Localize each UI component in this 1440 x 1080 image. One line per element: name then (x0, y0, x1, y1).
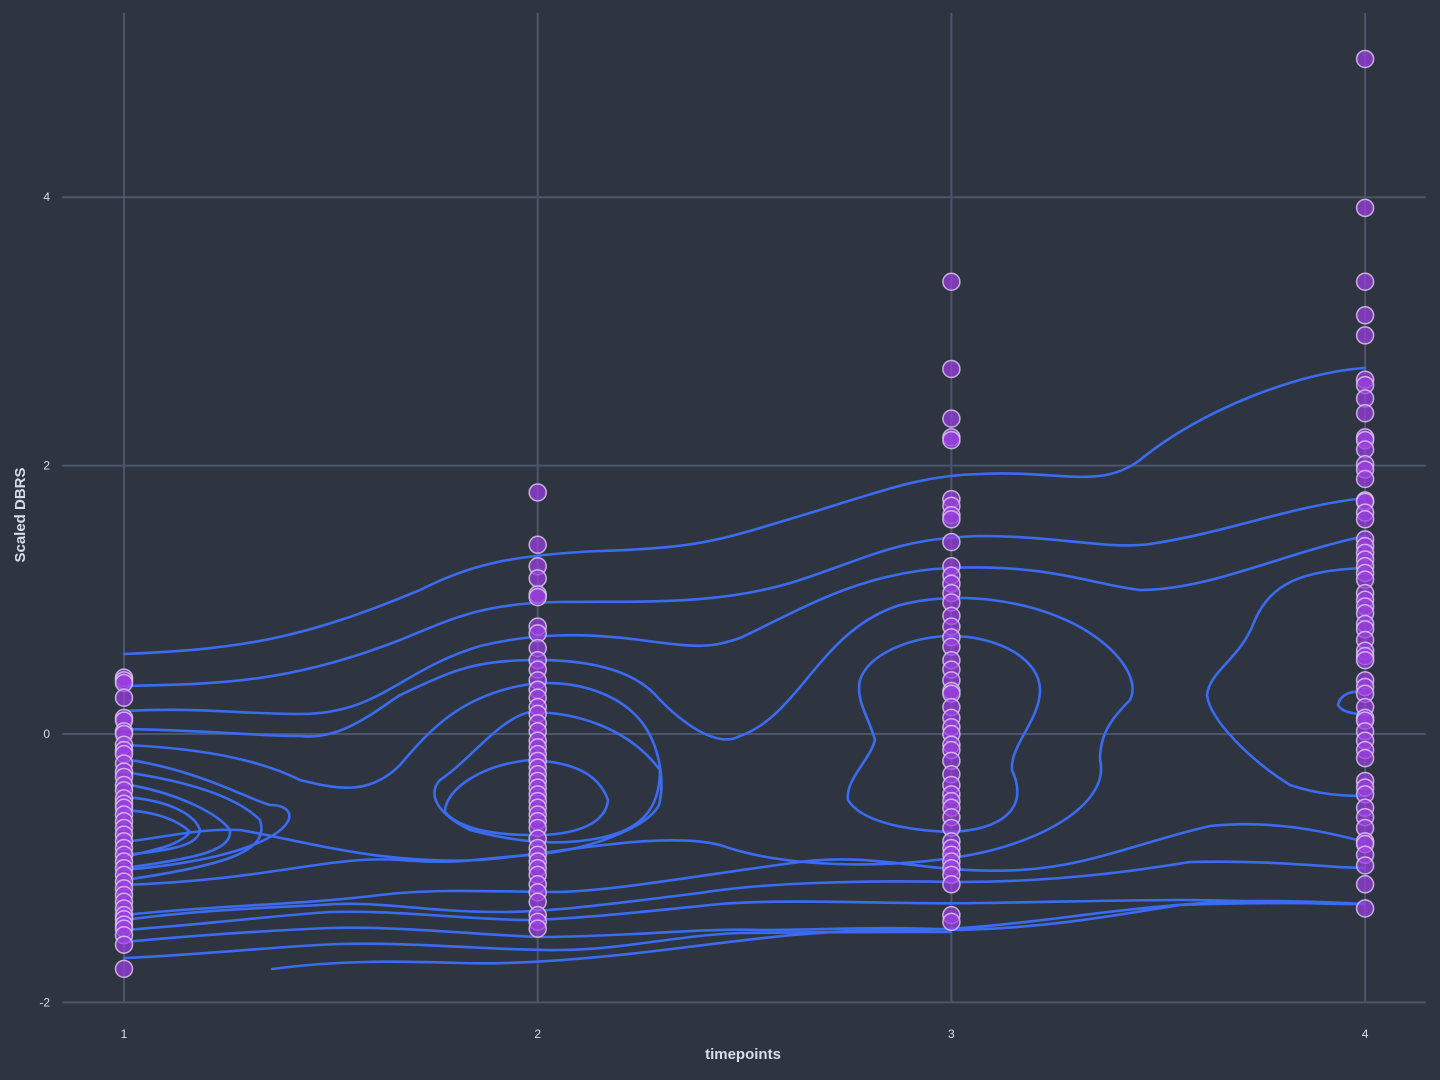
y-axis-ticks: -2 0 2 4 (39, 190, 50, 1009)
point-t4-56 (1355, 875, 1375, 894)
point-t3-44 (942, 875, 961, 894)
density-contour-17 (122, 860, 1367, 922)
density-contour-11 (433, 710, 662, 844)
density-contour-6 (122, 757, 291, 872)
density-contour-3 (122, 534, 1367, 716)
point-t4-14 (1355, 469, 1375, 489)
point-t4-57 (1355, 899, 1375, 918)
x-tick-label-1: 1 (121, 1027, 128, 1041)
y-tick-label-2: 2 (43, 459, 50, 473)
point-t2-3 (528, 569, 547, 588)
density-contour-9 (122, 795, 202, 857)
density-contour-12 (443, 758, 610, 837)
point-t3-8 (942, 510, 961, 529)
point-t3-4 (942, 430, 961, 450)
point-t4-4 (1355, 326, 1375, 345)
point-t4-2 (1355, 272, 1375, 291)
grid (62, 13, 1426, 1004)
y-tick-label--2: -2 (39, 995, 50, 1009)
point-t4-3 (1355, 306, 1375, 325)
y-tick-label-4: 4 (43, 190, 50, 204)
point-t1-40 (114, 959, 134, 979)
point-t3-1 (942, 359, 961, 379)
point-t3-9 (942, 532, 961, 552)
density-contour-13 (846, 634, 1042, 834)
density-contours (122, 366, 1367, 971)
x-axis-ticks: 1 2 3 4 (121, 1027, 1369, 1041)
density-contour-19 (122, 901, 1367, 944)
x-tick-label-4: 4 (1362, 1027, 1369, 1041)
point-t4-45 (1355, 748, 1375, 768)
density-contour-20 (122, 930, 952, 960)
density-contour-18 (122, 898, 1367, 932)
x-tick-label-3: 3 (948, 1027, 955, 1041)
density-contour-21 (270, 899, 1367, 971)
point-t3-46 (942, 912, 961, 932)
point-t1-3 (114, 688, 134, 708)
x-tick-label-2: 2 (534, 1027, 541, 1041)
point-t2-1 (528, 535, 547, 555)
density-contour-15 (1336, 690, 1367, 716)
point-t4-35 (1355, 650, 1375, 670)
data-points (114, 49, 1375, 979)
x-axis-title: timepoints (705, 1046, 781, 1063)
point-t4-0 (1355, 49, 1375, 69)
point-t2-5 (528, 587, 547, 607)
density-contour-16 (122, 822, 1367, 917)
point-t3-2 (942, 409, 961, 428)
y-tick-label-0: 0 (43, 727, 50, 741)
density-contour-2 (122, 496, 1367, 688)
density-contour-8 (122, 782, 232, 870)
density-contour-1 (122, 366, 1367, 656)
density-contour-7 (122, 770, 263, 882)
point-t4-8 (1355, 404, 1375, 423)
point-t4-18 (1355, 510, 1375, 529)
density-contour-14 (1205, 566, 1367, 798)
point-t4-55 (1355, 856, 1375, 875)
y-axis-title: Scaled DBRS (12, 467, 29, 562)
density-contour-10 (122, 808, 192, 859)
point-t2-43 (528, 919, 547, 938)
point-t3-0 (942, 272, 961, 291)
density-contour-5 (122, 681, 663, 887)
point-t4-1 (1355, 198, 1375, 218)
point-t2-0 (528, 483, 547, 502)
point-t1-39 (114, 935, 134, 954)
